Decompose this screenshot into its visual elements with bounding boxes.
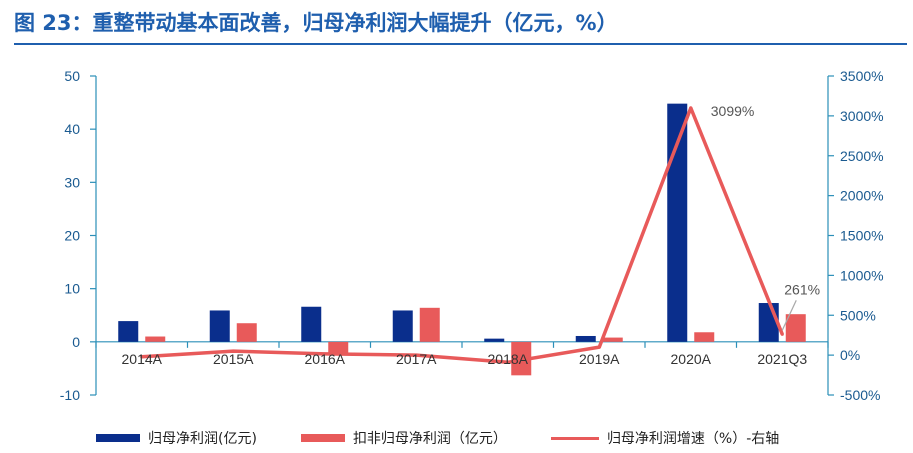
- right-axis-tick-label: 1000%: [840, 267, 884, 283]
- legend-item-net-profit: 归母净利润(亿元): [96, 428, 257, 448]
- net-profit-bar-2017a: [392, 310, 413, 342]
- net-profit-bar-2015a: [209, 310, 230, 342]
- deducted-profit-bar-2020a: [694, 332, 715, 342]
- legend-label-net-profit: 归母净利润(亿元): [148, 431, 257, 447]
- net-profit-bar-2019a: [575, 335, 596, 342]
- growth-point-2017a: [414, 353, 418, 357]
- right-axis-tick-label: 0%: [840, 347, 860, 363]
- right-axis-tick-label: 2000%: [840, 188, 884, 204]
- legend-item-growth: 归母净利润增速（%）-右轴: [550, 428, 780, 448]
- left-axis-tick-label: 50: [64, 68, 80, 84]
- right-axis-tick-label: 3500%: [840, 68, 884, 84]
- growth-point-2019a: [597, 345, 601, 349]
- growth-line-path: [141, 106, 784, 365]
- growth-point-2015a: [231, 349, 235, 353]
- legend-item-deducted-profit: 扣非归母净利润（亿元）: [300, 428, 507, 448]
- net-profit-bar-2014a: [118, 321, 139, 342]
- growth-point-2020a: [689, 106, 693, 110]
- right-axis-tick-label: 1500%: [840, 228, 884, 244]
- deducted-profit-bar-2017a: [419, 307, 440, 342]
- legend-swatch-deducted-profit: [300, 434, 345, 442]
- left-axis-tick-label: 40: [64, 121, 80, 137]
- right-axis-tick-label: 3000%: [840, 108, 884, 124]
- category-label-2018a: 2018A: [488, 351, 529, 367]
- left-axis-tick-label: 10: [64, 281, 80, 297]
- right-axis-tick-label: -500%: [840, 387, 880, 403]
- category-label-2017a: 2017A: [396, 351, 437, 367]
- legend-swatch-net-profit: [96, 434, 140, 442]
- category-label-2016a: 2016A: [305, 351, 346, 367]
- right-axis-tick-label: 2500%: [840, 148, 884, 164]
- deducted-profit-bar-2019a: [602, 337, 623, 342]
- deducted-profit-bar-2014a: [145, 336, 166, 342]
- category-label-2019a: 2019A: [579, 351, 620, 367]
- bars: [118, 103, 806, 376]
- legend: 归母净利润(亿元) 扣非归母净利润（亿元） 归母净利润增速（%）-右轴: [96, 427, 823, 449]
- legend-label-growth: 归母净利润增速（%）-右轴: [606, 431, 780, 447]
- growth-point-2014a: [140, 355, 144, 359]
- growth-line: [140, 106, 784, 365]
- deducted-profit-bar-2016a: [328, 341, 349, 354]
- right-axis-tick-label: 500%: [840, 307, 876, 323]
- annotation-2020a: 3099%: [711, 103, 755, 119]
- growth-point-2016a: [323, 352, 327, 356]
- category-label-2015a: 2015A: [213, 351, 254, 367]
- annotation-leader-2021q3: [781, 300, 797, 331]
- net-profit-bar-2016a: [301, 306, 322, 342]
- growth-point-2021q3: [780, 332, 784, 336]
- net-profit-bar-2018a: [484, 338, 505, 342]
- net-profit-bar-2020a: [667, 103, 688, 342]
- left-axis-tick-label: 20: [64, 228, 80, 244]
- left-axis-tick-label: -10: [60, 387, 80, 403]
- category-label-2020a: 2020A: [671, 351, 712, 367]
- left-axis-tick-label: 0: [72, 334, 80, 350]
- category-label-2021q3: 2021Q3: [757, 351, 807, 367]
- figure-title: 图 23：重整带动基本面改善，归母净利润大幅提升（亿元，%）: [14, 11, 618, 35]
- deducted-profit-bar-2015a: [236, 323, 257, 342]
- growth-point-2018a: [506, 360, 510, 364]
- deducted-profit-bar-2021q3: [785, 314, 806, 342]
- left-axis-tick-label: 30: [64, 174, 80, 190]
- legend-label-deducted-profit: 扣非归母净利润（亿元）: [352, 431, 507, 447]
- title-underline: [14, 43, 907, 45]
- annotation-2021q3: 261%: [784, 281, 820, 297]
- legend-swatch-growth: [550, 436, 599, 440]
- labels: 2014A 2015A 2016A 2017A 2018A 2019A 2020A 2021Q…: [122, 103, 821, 367]
- category-label-2014a: 2014A: [122, 351, 163, 367]
